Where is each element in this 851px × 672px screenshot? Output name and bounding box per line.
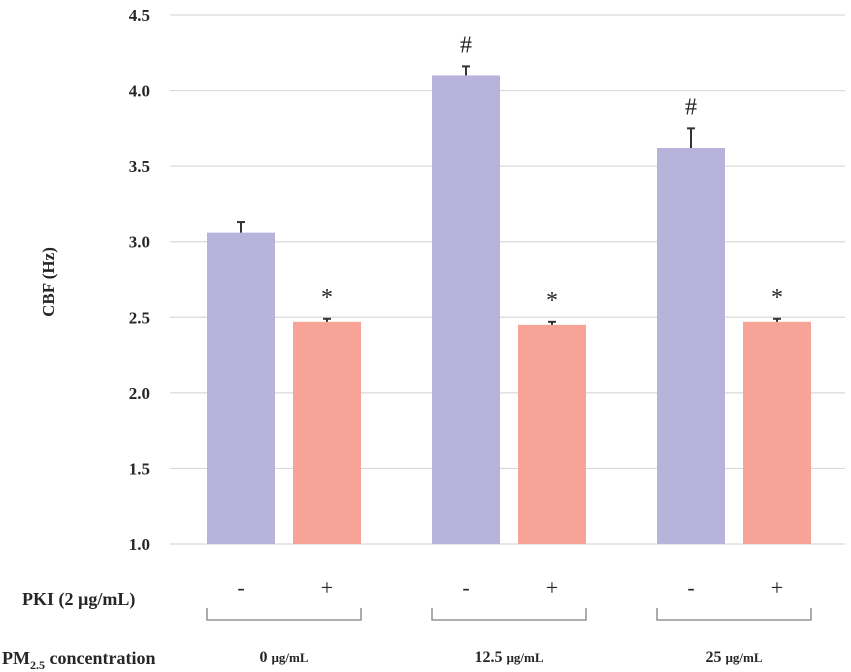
bar-0-0	[207, 232, 275, 544]
bar-1-1	[518, 324, 586, 544]
y-tick-label: 1.5	[129, 459, 150, 478]
group-bracket-1	[431, 608, 587, 621]
group-label-unit: µg/mL	[271, 650, 308, 665]
pki-sign-1-0: -	[462, 575, 469, 600]
y-tick-label: 1.0	[129, 535, 150, 554]
group-label-value: 12.5	[474, 649, 506, 666]
group-label-0: 0 µg/mL	[259, 649, 308, 666]
annotation-1-0: #	[460, 32, 472, 58]
pki-sign-0-1: +	[321, 575, 333, 600]
pki-row-label: PKI (2 µg/mL)	[22, 589, 135, 610]
bars: * # * # *	[207, 32, 811, 544]
bar-0-1	[293, 321, 361, 544]
bar-2-1	[743, 321, 811, 544]
gridlines	[170, 14, 845, 545]
group-label-unit: µg/mL	[725, 650, 762, 665]
annotation-2-1: *	[771, 285, 783, 311]
group-label-1: 12.5 µg/mL	[474, 649, 543, 666]
y-tick-label: 3.5	[129, 157, 150, 176]
group-label-2: 25 µg/mL	[705, 649, 762, 666]
y-tick-label: 2.0	[129, 384, 150, 403]
y-tick-label: 4.5	[129, 6, 150, 25]
y-axis-label: CBF (Hz)	[39, 247, 58, 317]
group-bracket-2	[656, 608, 812, 621]
y-tick-label: 3.0	[129, 233, 150, 252]
pm-row-label: PM2.5 concentration	[2, 648, 155, 672]
y-tick-label: 2.5	[129, 308, 150, 327]
pki-sign-0-0: -	[237, 575, 244, 600]
category-labels: - +0 µg/mL - +12.5 µg/mL - +25 µg/mL	[206, 575, 812, 666]
bar-1-0	[432, 75, 500, 544]
pm-suffix: concentration	[45, 648, 155, 668]
pm-prefix: PM	[2, 648, 30, 668]
pki-sign-2-0: -	[687, 575, 694, 600]
annotation-2-0: #	[685, 94, 697, 120]
annotation-0-1: *	[321, 285, 333, 311]
pki-sign-2-1: +	[771, 575, 783, 600]
y-axis-ticks: 1.0 1.5 2.0 2.5 3.0 3.5 4.0 4.5	[129, 6, 150, 554]
annotation-1-1: *	[546, 288, 558, 314]
group-label-value: 0	[259, 649, 271, 666]
pm-subscript: 2.5	[30, 658, 45, 672]
group-label-unit: µg/mL	[506, 650, 543, 665]
group-bracket-0	[206, 608, 362, 621]
pki-sign-1-1: +	[546, 575, 558, 600]
bar-2-0	[657, 148, 725, 544]
group-label-value: 25	[705, 649, 725, 666]
y-tick-label: 4.0	[129, 82, 150, 101]
